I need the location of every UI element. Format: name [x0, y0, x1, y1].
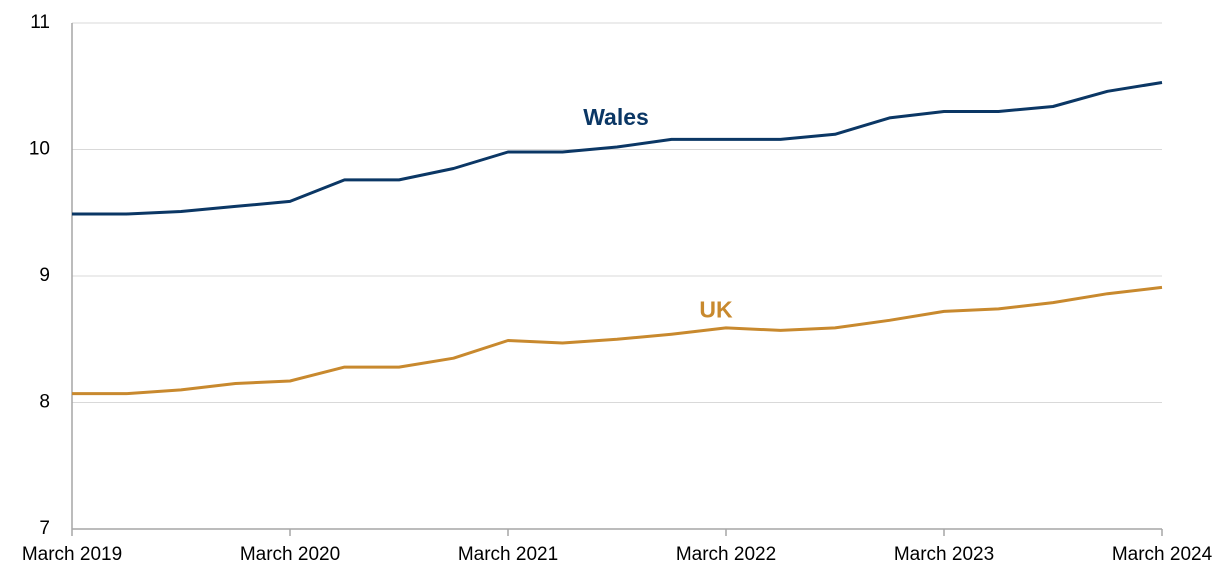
- x-tick-label: March 2021: [458, 544, 558, 565]
- series-label: Wales: [583, 104, 649, 130]
- y-tick-label: 9: [39, 265, 50, 286]
- y-tick-label: 10: [29, 139, 50, 160]
- x-tick-label: March 2023: [894, 544, 994, 565]
- y-tick-label: 11: [30, 12, 50, 33]
- x-tick-label: March 2020: [240, 544, 340, 565]
- x-tick-label: March 2022: [676, 544, 776, 565]
- y-tick-label: 8: [39, 392, 50, 413]
- y-tick-label: 7: [39, 518, 50, 539]
- x-tick-label: March 2024: [1112, 544, 1213, 565]
- x-tick-label: March 2019: [22, 544, 122, 565]
- series-label: UK: [699, 296, 733, 322]
- series-line: [72, 81, 1163, 216]
- series-line: [72, 285, 1163, 396]
